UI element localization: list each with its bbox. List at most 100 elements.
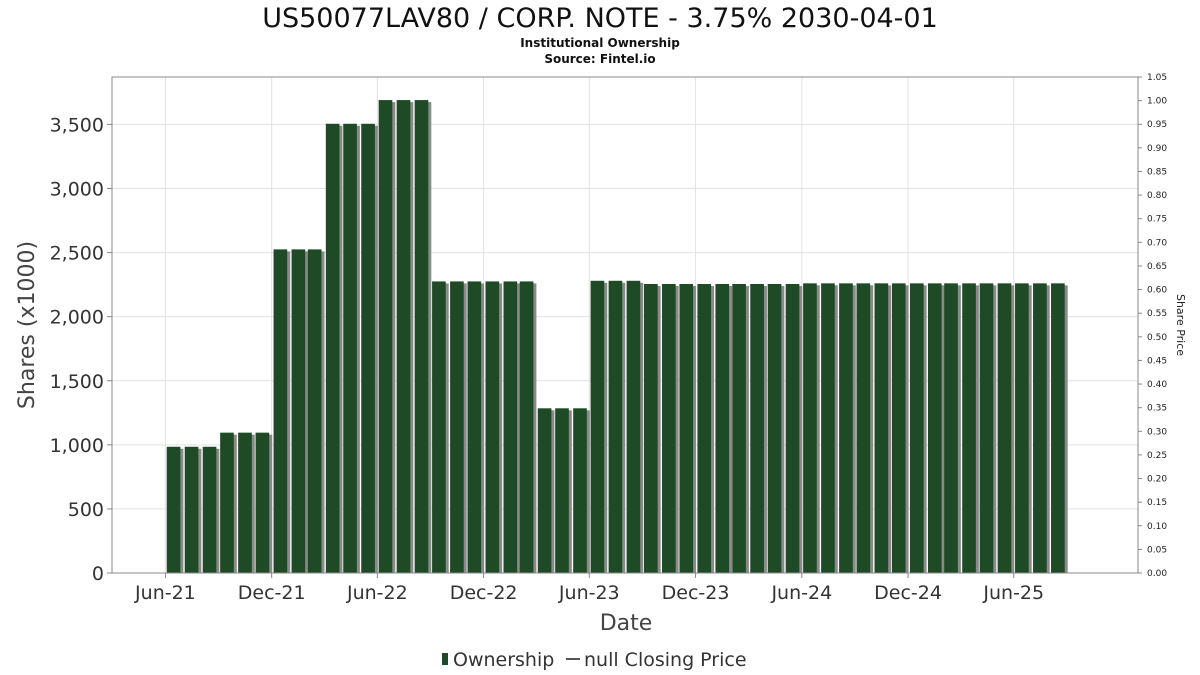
ownership-bar xyxy=(307,249,322,573)
ownership-bar xyxy=(166,446,181,573)
y2-tick-label: 0.70 xyxy=(1147,238,1167,248)
ownership-bar xyxy=(909,283,924,573)
ownership-bar xyxy=(732,283,746,573)
ownership-bar xyxy=(325,123,340,573)
x-tick-label: Jun-23 xyxy=(558,582,620,604)
ownership-bar xyxy=(361,123,375,573)
y-tick-label: 0 xyxy=(92,563,104,585)
y2-tick-label: 0.05 xyxy=(1147,545,1167,555)
ownership-bar xyxy=(962,283,976,573)
ownership-bar xyxy=(927,283,942,573)
ownership-bar xyxy=(378,100,393,574)
y2-tick-label: 0.95 xyxy=(1147,120,1167,130)
plot-frame xyxy=(111,76,1139,574)
x-tick-label: Dec-23 xyxy=(662,582,730,604)
ownership-bar xyxy=(715,283,730,573)
x-tick-label: Jun-24 xyxy=(770,582,832,604)
ownership-bar xyxy=(291,249,306,573)
left-y-axis-ticks: 0 500 1,000 1,500 2,000 2,500 3,000 3,500 xyxy=(50,114,112,585)
y2-tick-label: 0.00 xyxy=(1147,569,1167,579)
ownership-bar xyxy=(573,408,587,573)
ownership-bar xyxy=(467,281,482,573)
ownership-bar xyxy=(644,283,658,573)
chart-subtitle-source: Source: Fintel.io xyxy=(544,52,655,66)
legend-price-label: null Closing Price xyxy=(584,649,747,671)
ownership-bar xyxy=(679,283,694,573)
ownership-bar xyxy=(626,280,641,573)
ownership-bar xyxy=(255,432,270,573)
legend: Ownership null Closing Price xyxy=(442,649,747,671)
ownership-bar xyxy=(273,249,288,573)
ownership-bar xyxy=(979,283,994,573)
y2-tick-label: 0.30 xyxy=(1147,427,1167,437)
ownership-bar xyxy=(343,123,357,573)
x-tick-label: Jun-22 xyxy=(346,582,408,604)
y2-tick-label: 1.00 xyxy=(1147,97,1167,107)
ownership-bar xyxy=(997,283,1012,573)
ownership-bars xyxy=(166,100,1068,574)
ownership-bar xyxy=(485,281,500,573)
x-tick-label: Jun-21 xyxy=(134,582,196,604)
y-tick-label: 1,000 xyxy=(50,435,104,457)
y2-tick-label: 0.35 xyxy=(1147,404,1167,414)
x-tick-label: Dec-22 xyxy=(450,582,518,604)
ownership-bar xyxy=(396,100,411,574)
ownership-bar xyxy=(750,283,764,573)
ownership-bar xyxy=(874,283,889,573)
x-tick-label: Dec-21 xyxy=(238,582,306,604)
ownership-bar xyxy=(697,283,712,573)
y2-tick-label: 0.20 xyxy=(1147,475,1167,485)
ownership-bar xyxy=(537,408,552,573)
y2-tick-label: 0.80 xyxy=(1147,191,1167,201)
ownership-bar xyxy=(785,283,800,573)
x-axis-ticks: Jun-21 Dec-21 Jun-22 Dec-22 Jun-23 Dec-23 Jun-… xyxy=(134,573,1044,604)
chart-title: US50077LAV80 / CORP. NOTE - 3.75% 2030-0… xyxy=(262,3,938,34)
ownership-bar xyxy=(891,283,906,573)
ownership-bar xyxy=(590,280,605,573)
ownership-bar xyxy=(432,281,446,573)
y2-tick-label: 0.55 xyxy=(1147,309,1167,319)
y-tick-label: 500 xyxy=(68,499,104,521)
ownership-bar xyxy=(503,281,518,573)
y2-tick-label: 0.60 xyxy=(1147,286,1167,296)
ownership-bar xyxy=(1033,283,1047,573)
ownership-bar xyxy=(803,283,817,573)
legend-ownership-label: Ownership xyxy=(453,649,554,671)
ownership-bar xyxy=(184,446,199,573)
y2-tick-label: 0.50 xyxy=(1147,333,1167,343)
ownership-bar xyxy=(767,283,782,573)
ownership-bar xyxy=(944,283,958,573)
ownership-bar xyxy=(414,100,429,574)
right-y-axis-ticks: 0.00 0.05 0.10 0.15 0.20 0.25 0.30 0.35 0.40 0.45… xyxy=(1138,73,1167,579)
ownership-bar xyxy=(608,280,623,573)
x-tick-label: Dec-24 xyxy=(874,582,942,604)
ownership-bar xyxy=(450,281,464,573)
y2-tick-label: 0.45 xyxy=(1147,356,1167,366)
ownership-bar xyxy=(238,432,252,573)
ownership-bar xyxy=(202,446,217,573)
right-y-axis-title: Share Price xyxy=(1174,294,1187,356)
ownership-bar xyxy=(856,283,871,573)
ownership-bar xyxy=(839,283,853,573)
y-tick-label: 2,000 xyxy=(50,307,104,329)
y-axis-title: Shares (x1000) xyxy=(15,241,40,409)
y2-tick-label: 0.75 xyxy=(1147,215,1167,225)
x-axis-title: Date xyxy=(600,611,653,636)
y2-tick-label: 0.10 xyxy=(1147,522,1167,532)
ownership-bar xyxy=(821,283,835,573)
y2-tick-label: 0.65 xyxy=(1147,262,1167,272)
ownership-bar xyxy=(1015,283,1029,573)
ownership-bar xyxy=(1051,283,1065,573)
ownership-bar xyxy=(662,283,676,573)
y-tick-label: 1,500 xyxy=(50,371,104,393)
y-tick-label: 3,500 xyxy=(50,114,104,136)
ownership-bar xyxy=(220,432,234,573)
y-tick-label: 3,000 xyxy=(50,179,104,201)
y2-tick-label: 0.15 xyxy=(1147,498,1167,508)
y-tick-label: 2,500 xyxy=(50,243,104,265)
y2-tick-label: 0.90 xyxy=(1147,144,1167,154)
y2-tick-label: 0.25 xyxy=(1147,451,1167,461)
chart-subtitle-ownership: Institutional Ownership xyxy=(520,36,680,50)
x-tick-label: Jun-25 xyxy=(982,582,1044,604)
